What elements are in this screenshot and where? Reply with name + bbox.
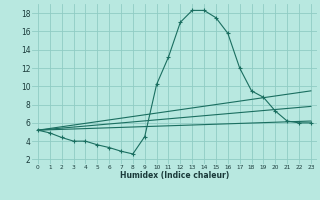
X-axis label: Humidex (Indice chaleur): Humidex (Indice chaleur) (120, 171, 229, 180)
